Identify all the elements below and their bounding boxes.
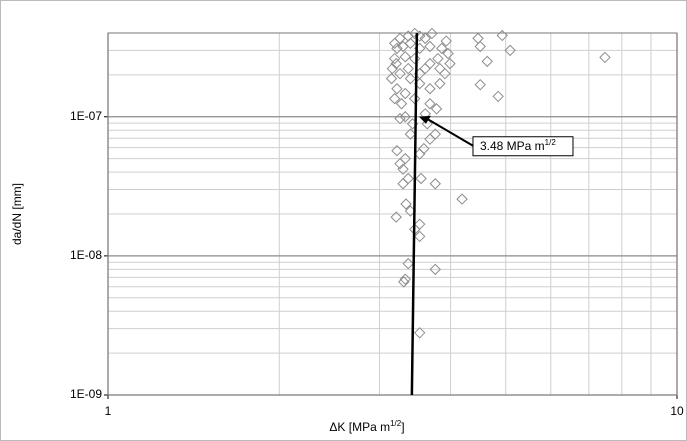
scatter-point bbox=[474, 40, 486, 53]
scatter-point bbox=[402, 257, 414, 270]
scatter-point bbox=[421, 118, 433, 130]
x-label-sup: 1/2 bbox=[390, 419, 402, 428]
scatter-point bbox=[444, 57, 456, 70]
scatter-point bbox=[394, 112, 406, 125]
scatter-point bbox=[430, 103, 443, 115]
scatter-point bbox=[504, 44, 516, 57]
y-tick-label: 1E-07 bbox=[70, 109, 102, 123]
scatter-point bbox=[492, 90, 504, 103]
scatter-point bbox=[424, 98, 436, 110]
scatter-point bbox=[402, 172, 414, 185]
y-tick-label: 1E-09 bbox=[70, 387, 102, 401]
annotation-arrowhead bbox=[418, 115, 431, 124]
scatter-point bbox=[390, 211, 402, 223]
x-tick-label: 1 bbox=[105, 404, 112, 418]
x-tick-label: 10 bbox=[670, 404, 684, 418]
scatter-point bbox=[419, 32, 431, 45]
scatter-point bbox=[391, 42, 403, 55]
scatter-point bbox=[424, 40, 436, 53]
scatter-point bbox=[385, 72, 398, 85]
x-axis-label: ΔK [MPa m1/2] bbox=[329, 419, 404, 434]
scatter-point bbox=[400, 198, 412, 210]
scatter-point bbox=[413, 230, 426, 243]
scatter-point bbox=[391, 83, 403, 95]
scatter-point bbox=[388, 52, 401, 65]
scatter-point bbox=[432, 52, 444, 65]
scatter-point bbox=[388, 37, 401, 50]
scatter-point bbox=[397, 163, 409, 175]
annotation-arrow bbox=[426, 117, 474, 147]
scatter-point bbox=[496, 29, 508, 42]
scatter-point bbox=[456, 193, 468, 205]
scatter-point bbox=[399, 87, 411, 100]
scatter-point bbox=[404, 128, 417, 140]
scatter-point bbox=[395, 98, 408, 110]
scatter-point bbox=[388, 92, 401, 105]
scatter-point bbox=[434, 62, 446, 75]
scatter-point bbox=[440, 35, 452, 47]
scatter-point bbox=[413, 327, 426, 339]
scatter-point bbox=[386, 62, 399, 75]
annotation-main: 3.48 MPa m bbox=[480, 139, 545, 153]
scatter-point bbox=[398, 276, 410, 288]
fit-line bbox=[410, 32, 419, 396]
scatter-point bbox=[599, 51, 611, 64]
scatter-point bbox=[481, 55, 493, 68]
scatter-point bbox=[399, 273, 411, 285]
scatter-point bbox=[436, 42, 448, 55]
scatter-point bbox=[404, 37, 417, 50]
scatter-point bbox=[474, 78, 486, 91]
scatter-point bbox=[424, 83, 436, 95]
scatter-point bbox=[415, 172, 427, 185]
x-label-main: ΔK [MPa m bbox=[329, 420, 390, 434]
annotation-box bbox=[472, 136, 574, 157]
scatter-point bbox=[434, 77, 446, 90]
scatter-point bbox=[442, 47, 454, 60]
scatter-point bbox=[394, 67, 406, 80]
scatter-point bbox=[409, 27, 421, 40]
x-label-tail: ] bbox=[401, 420, 404, 434]
annotation-sup: 1/2 bbox=[545, 138, 557, 147]
scatter-point bbox=[404, 72, 417, 85]
scatter-point bbox=[426, 27, 438, 40]
plot-border bbox=[107, 32, 678, 396]
scatter-point bbox=[429, 263, 441, 276]
y-tick-label: 1E-08 bbox=[70, 248, 102, 262]
scatter-point bbox=[399, 152, 411, 165]
scatter-point bbox=[429, 178, 441, 190]
y-axis-label: da/dN [mm] bbox=[10, 183, 24, 245]
scatter-point bbox=[409, 52, 421, 65]
scatter-point bbox=[391, 145, 403, 157]
scatter-point bbox=[399, 51, 411, 63]
scatter-point bbox=[429, 128, 441, 140]
scatter-point bbox=[390, 57, 402, 70]
annotation-text: 3.48 MPa m1/2 bbox=[480, 138, 556, 153]
scatter-point bbox=[402, 62, 414, 75]
